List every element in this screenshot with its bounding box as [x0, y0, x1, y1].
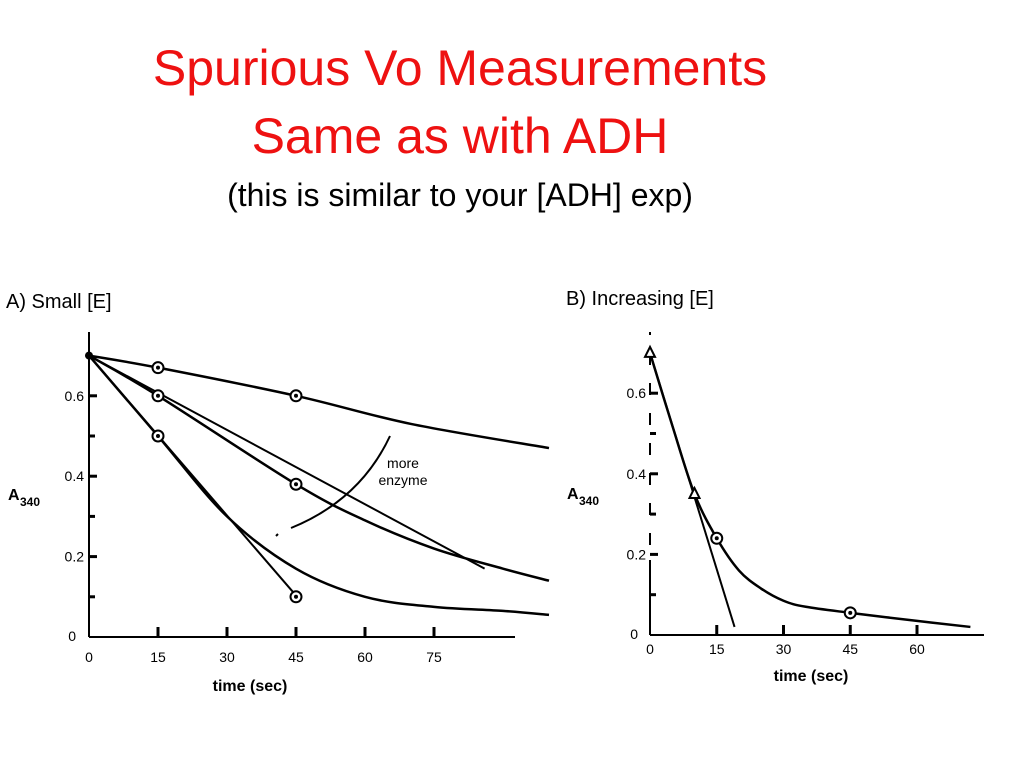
y-axis-label-subscript: 340	[20, 495, 40, 509]
panel-label: B) Increasing [E]	[566, 288, 714, 310]
chart-panel-b: B) Increasing [E] 0 15 30 45 60 0.2 0.4 0.6 0 time…	[566, 288, 984, 685]
x-tick-label: 15	[150, 649, 166, 665]
y-axis-label-subscript: 340	[579, 494, 599, 508]
data-point-center	[156, 365, 160, 370]
slide-title-line2: Same as with ADH	[251, 108, 669, 164]
x-axis-label: time (sec)	[213, 678, 288, 695]
y-tick-label: 0.4	[627, 466, 647, 482]
data-point-triangle	[643, 344, 657, 358]
slide-title-line1: Spurious Vo Measurements	[152, 40, 768, 96]
panel-label: A) Small [E]	[6, 291, 112, 313]
x-axis-label: time (sec)	[774, 668, 849, 685]
annotation-label-line1: more	[387, 455, 419, 471]
x-tick-label: 30	[776, 641, 792, 657]
x-tick-label: 0	[85, 649, 93, 665]
tangent-line	[88, 354, 486, 570]
y-origin-label: 0	[630, 626, 638, 642]
x-tick-label: 15	[709, 641, 725, 657]
y-tick-label: 0.6	[627, 385, 647, 401]
x-tick-label: 45	[842, 641, 858, 657]
data-point-center	[294, 393, 298, 398]
y-tick-label: 0.2	[627, 546, 647, 562]
series-curve	[648, 352, 971, 629]
y-origin-label: 0	[68, 628, 76, 644]
x-tick-label: 60	[357, 649, 373, 665]
data-point-triangle	[687, 485, 702, 499]
annotation-arrow-tip	[275, 533, 279, 537]
data-point-center	[156, 434, 160, 438]
data-point-center	[848, 610, 853, 615]
y-axis-label: A	[8, 487, 20, 504]
slide-subtitle: (this is similar to your [ADH] exp)	[227, 177, 693, 213]
y-tick-label: 0.6	[65, 388, 85, 404]
x-tick-label: 45	[288, 649, 304, 665]
data-point-center	[294, 594, 298, 599]
x-tick-label: 0	[646, 641, 654, 657]
data-point-center	[714, 536, 719, 541]
x-tick-label: 30	[219, 649, 235, 665]
data-point-center	[156, 393, 160, 398]
x-tick-label: 60	[909, 641, 925, 657]
x-tick-label: 75	[426, 649, 442, 665]
annotation-arc	[290, 435, 391, 529]
y-tick-label: 0.2	[65, 549, 85, 565]
annotation-label-line2: enzyme	[378, 472, 427, 488]
data-point-center	[294, 482, 298, 487]
start-point	[85, 351, 93, 360]
y-axis-label: A	[567, 486, 579, 503]
y-tick-label: 0.4	[65, 468, 85, 484]
chart-panel-a: A) Small [E] 0 15 30 45 60 75 0.2 0.4 0.6 0 time (s…	[6, 291, 550, 695]
